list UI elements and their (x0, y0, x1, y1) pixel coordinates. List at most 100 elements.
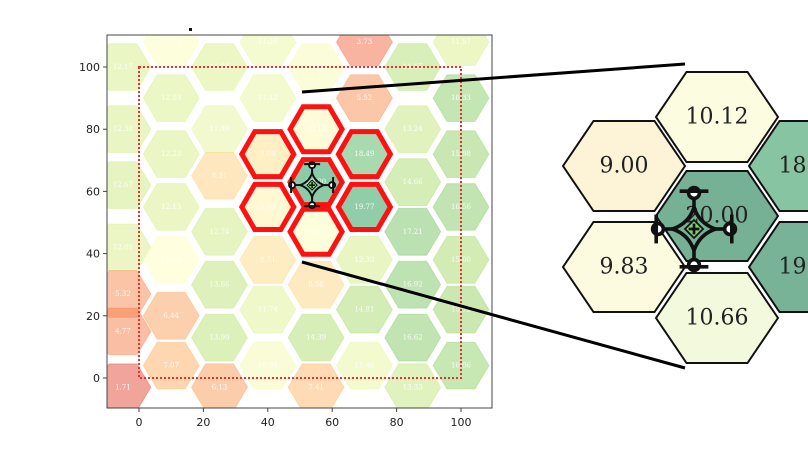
y-tick-label: 100 (79, 61, 100, 74)
inset-hex: 19. (747, 221, 808, 313)
hex-value-label: 12.33 (354, 256, 374, 264)
hex-cell: 18.49 (335, 130, 393, 178)
zoom-connector-lines (301, 62, 686, 370)
inset-hex-value-label: 9.00 (600, 154, 649, 179)
hex-value-label: 20.00 (306, 178, 326, 186)
hex-value-label: 13.90 (209, 334, 229, 342)
x-tick-label: 40 (261, 416, 275, 429)
hex-value-label: 12.67 (113, 181, 133, 189)
hex-value-label: 7.41 (308, 383, 324, 391)
hex-value-label: 16.62 (403, 334, 423, 342)
hex-cell: 19.77 (335, 183, 393, 231)
hex-cell: 9.83 (239, 183, 297, 231)
highlight-hex (287, 206, 345, 257)
y-tick-label: 20 (86, 310, 100, 323)
inset-hex: 10.66 (654, 272, 780, 364)
hex-value-label: 12.23 (161, 150, 181, 158)
inset-hex-value-label: 19. (779, 255, 808, 280)
inset-hex: 9.00 (561, 120, 687, 212)
hex-value-label: 5.32 (115, 290, 131, 298)
hex-cell: 8.56 (287, 260, 345, 309)
hex-value-label: 9.00 (260, 150, 276, 158)
hex-value-label: 13.66 (209, 281, 230, 289)
hex-value-label: 3.73 (357, 38, 373, 46)
hex-value-label: 8.71 (260, 256, 276, 264)
highlight-hex (238, 129, 297, 180)
hex-cells: 12.17 12.38 12.67 12.09 5.32 4.77 1.71 10.64 12.… (107, 35, 490, 408)
hex-cell: 6.13 (190, 363, 249, 408)
hex-value-label: 10.66 (306, 228, 327, 236)
hex-value-label: 14.66 (403, 178, 424, 186)
drone-icon (650, 185, 738, 273)
hex-value-label: 6.13 (212, 383, 228, 391)
highlight-hex (335, 129, 394, 180)
hex-cell: 10.12 (287, 105, 345, 154)
hex-value-label: 11.97 (451, 38, 471, 46)
hex-value-label: 6.44 (163, 312, 179, 320)
hex-cell: 1.71 (107, 363, 152, 408)
boundary-rect (138, 66, 462, 379)
connector-line (301, 62, 686, 94)
highlighted-neighborhood (238, 104, 394, 257)
hex-cell: 6.44 (142, 291, 200, 340)
hex-cell: 20.00 (287, 158, 345, 206)
hex-cell: 9.00 (239, 130, 297, 178)
hex-cell: 11.46 (335, 341, 393, 390)
hex-cell: 15.00 (432, 235, 490, 284)
hex-cell: 8.31 (190, 152, 249, 200)
hex-value-label: 12.03 (161, 94, 181, 102)
highlight-hex (238, 181, 297, 232)
hex-value-label: 7.07 (163, 362, 179, 370)
y-tick-label: 40 (86, 248, 100, 261)
hex-cell: 3.73 (335, 35, 393, 66)
zoom-inset: 10.12 9.00 18.20.009.83 19. 10.66 (561, 71, 808, 364)
hex-value-label: 11.49 (209, 125, 229, 133)
hex-cell: 12.23 (142, 130, 200, 178)
hex-value-label: 10.12 (306, 125, 326, 133)
inset-hex: 9.83 (561, 221, 687, 313)
hex-value-label: 17.21 (403, 228, 423, 236)
hex-cell: 13.33 (384, 363, 442, 408)
x-tick-label: 0 (136, 416, 143, 429)
hex-value-label: 12.17 (113, 63, 133, 71)
inset-hex-value-label: 9.83 (600, 255, 649, 280)
hex-value-label: 10.94 (258, 362, 279, 370)
hex-cell: 10.66 (287, 207, 345, 256)
hex-cell: 13.66 (190, 260, 249, 309)
drone-icon (288, 161, 337, 210)
hex-cell: 14.81 (335, 285, 393, 334)
inset-hex-value-label: 10.12 (686, 105, 749, 130)
inset-hex: 10.12 (654, 71, 780, 163)
hex-cell: 10.94 (239, 341, 297, 390)
drone-icon (288, 161, 337, 210)
hex-value-label: 12.74 (209, 228, 230, 236)
hex-cell: 11.49 (190, 105, 249, 154)
hex-value-label: 8.56 (308, 281, 324, 289)
hex-value-label: 14.81 (354, 306, 374, 314)
hex-cell: 10.50 (142, 235, 200, 284)
hex-value-label: 11.42 (258, 94, 278, 102)
hex-cell: 7.07 (142, 341, 200, 390)
hex-cell: 12.03 (142, 74, 200, 122)
hex-value-label: 18.49 (354, 150, 374, 158)
inset-hex-value-label: 10.66 (686, 306, 749, 331)
hex-value-label: 15.00 (451, 256, 471, 264)
inset-hex-value-label: 18. (779, 154, 808, 179)
hex-value-label: 12.13 (161, 203, 181, 211)
highlight-hex (335, 181, 394, 232)
hex-cell: 11.74 (239, 285, 297, 334)
hex-cell: 8.71 (239, 235, 297, 284)
x-tick-label: 60 (325, 416, 339, 429)
hex-value-label: 11.46 (354, 362, 375, 370)
hex-cell: 12.67 (107, 161, 152, 210)
highlight-hex (287, 104, 345, 155)
plot-frame (106, 28, 493, 409)
x-tick-label: 100 (451, 416, 472, 429)
hex-value-label: 13.33 (403, 383, 423, 391)
hex-cell: 11.29 (239, 35, 297, 66)
boundary-rectangle (138, 66, 462, 379)
hex-value-label: 12.09 (113, 243, 133, 251)
marker-dot (189, 28, 192, 31)
hex-cell: 10.64 (142, 35, 200, 66)
hex-cell: 11.42 (239, 74, 297, 122)
